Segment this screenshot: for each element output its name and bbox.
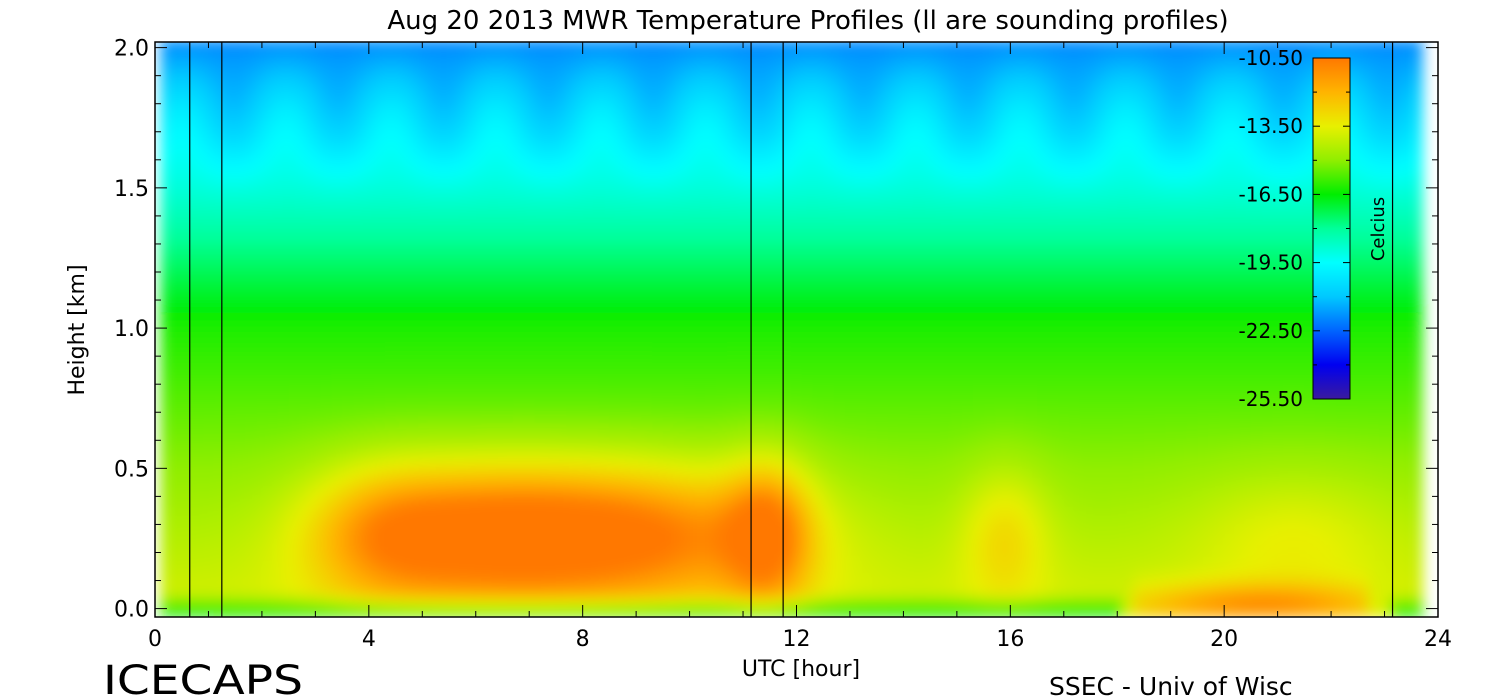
x-axis-label: UTC [hour]: [742, 657, 860, 682]
y-axis: 0.0 0.5 1.0 1.5 2.0: [114, 37, 1438, 623]
colorbar-gradient: [1312, 57, 1351, 400]
colorbar: -10.50 -13.50 -16.50 -19.50 -22.50 -25.50 Cel…: [1239, 46, 1389, 411]
y-tick-label: 1.5: [114, 177, 149, 202]
colorbar-tick-label: -19.50: [1239, 251, 1303, 275]
y-tick-label: 2.0: [114, 37, 149, 62]
colorbar-tick-label: -13.50: [1239, 114, 1303, 138]
colorbar-tick-label: -22.50: [1239, 319, 1303, 343]
y-axis-label: Height [km]: [65, 264, 90, 395]
x-tick-label: 24: [1424, 627, 1452, 652]
x-tick-label: 0: [148, 627, 162, 652]
y-tick-label: 1.0: [114, 317, 149, 342]
x-tick-label: 12: [783, 627, 811, 652]
brand-logo-text: ICECAPS: [103, 658, 303, 700]
y-tick-label: 0.0: [114, 598, 149, 623]
x-tick-label: 8: [576, 627, 590, 652]
colorbar-label: Celcius: [1368, 197, 1389, 261]
x-axis: 0 4 8 12 16 20 24: [148, 42, 1452, 652]
x-tick-label: 20: [1210, 627, 1238, 652]
temperature-heatmap: [155, 42, 1438, 617]
y-tick-label: 0.5: [114, 457, 149, 482]
x-tick-label: 16: [996, 627, 1024, 652]
chart-title: Aug 20 2013 MWR Temperature Profiles (ll…: [387, 6, 1228, 36]
x-tick-label: 4: [362, 627, 376, 652]
sounding-profile-lines: [189, 42, 1394, 617]
colorbar-tick-label: -16.50: [1239, 182, 1303, 206]
credit-text: SSEC - Univ of Wisc: [1049, 672, 1293, 700]
colorbar-tick-label: -25.50: [1239, 387, 1303, 411]
colorbar-tick-label: -10.50: [1239, 46, 1303, 70]
